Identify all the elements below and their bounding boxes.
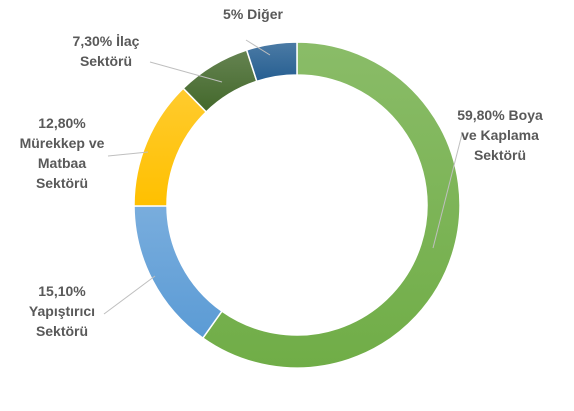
- data-label-0-line-0: 59,80% Boya: [457, 107, 543, 123]
- donut-slice-0: [201, 41, 461, 369]
- donut-slice-1: [133, 205, 223, 340]
- leader-line-0: [432, 133, 463, 249]
- donut-slice-4: [245, 41, 298, 83]
- data-label-2-line-3: Sektörü: [36, 175, 88, 191]
- data-label-0-line-2: Sektörü: [474, 147, 526, 163]
- data-label-0-line-1: ve Kaplama: [461, 127, 539, 143]
- leader-line-1: [103, 275, 156, 315]
- data-label-2-line-1: Mürekkep ve: [20, 135, 105, 151]
- data-label-1-line-0: 15,10%: [38, 283, 86, 299]
- data-label-3-line-1: Sektörü: [80, 53, 132, 69]
- leader-lines-group: [103, 39, 463, 315]
- data-label-2-line-2: Matbaa: [38, 155, 86, 171]
- leader-line-2: [107, 151, 149, 157]
- data-labels-group: 59,80% Boya ve Kaplama Sektörü 15,10% Yapışt…: [20, 6, 543, 339]
- data-label-4-line-0: 5% Diğer: [223, 6, 283, 22]
- data-label-1-line-1: Yapıştırıcı: [29, 303, 95, 319]
- leader-line-4: [245, 39, 271, 56]
- data-label-2-line-0: 12,80%: [38, 115, 86, 131]
- leader-line-3: [149, 61, 223, 83]
- slices-group: [133, 41, 461, 369]
- donut-slice-2: [133, 87, 208, 207]
- data-label-1-line-2: Sektörü: [36, 323, 88, 339]
- data-label-3-line-0: 7,30% İlaç: [73, 33, 140, 49]
